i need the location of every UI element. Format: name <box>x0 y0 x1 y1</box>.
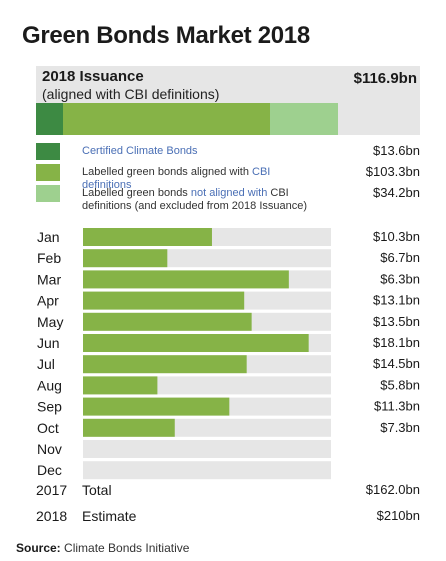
month-label-jul: Jul <box>37 356 55 372</box>
footer-value: $162.0bn <box>365 482 420 497</box>
issuance-stacked-bar <box>36 103 420 135</box>
month-label-dec: Dec <box>37 462 62 478</box>
value-label-aug: $5.8bn <box>380 377 420 392</box>
value-label-oct: $7.3bn <box>380 420 420 435</box>
bar-jul <box>83 355 247 374</box>
issuance-segment-1 <box>36 103 64 135</box>
footer-year: 2018 <box>36 508 68 524</box>
value-label-mar: $6.3bn <box>380 271 420 286</box>
value-label-jun: $18.1bn <box>373 335 420 350</box>
month-label-jan: Jan <box>37 229 60 245</box>
issuance-total: $116.9bn <box>353 70 417 87</box>
bar-mar <box>83 270 289 289</box>
issuance-segment-2 <box>63 103 270 135</box>
bar-apr <box>83 291 245 310</box>
legend-label: Labelled green bonds not aligned with CB… <box>82 187 308 212</box>
legend-value: $103.3bn <box>365 164 420 179</box>
value-label-jul: $14.5bn <box>373 356 420 371</box>
value-label-feb: $6.7bn <box>380 250 420 265</box>
month-label-aug: Aug <box>37 377 62 393</box>
legend-swatch <box>36 164 60 181</box>
bar-may <box>83 312 252 331</box>
issuance-subtitle: (aligned with CBI definitions) <box>42 86 220 102</box>
footer-label: Estimate <box>82 508 137 524</box>
footer-label: Total <box>82 482 112 498</box>
bar-oct <box>83 418 175 437</box>
bar-sep <box>83 397 230 416</box>
bar-jun <box>83 334 309 352</box>
legend-swatch <box>36 143 60 160</box>
month-label-jun: Jun <box>37 335 60 351</box>
legend-value: $34.2bn <box>373 185 420 200</box>
bar-track-dec <box>83 461 331 480</box>
issuance-header-background <box>36 66 420 103</box>
source-text: Climate Bonds Initiative <box>60 541 190 555</box>
value-label-may: $13.5bn <box>373 314 420 329</box>
issuance-title: 2018 Issuance <box>42 68 144 85</box>
footer-year: 2017 <box>36 482 68 498</box>
source-label: Source: <box>16 541 61 555</box>
legend-label: Certified Climate Bonds <box>82 145 198 157</box>
value-label-jan: $10.3bn <box>373 229 420 244</box>
month-label-nov: Nov <box>37 441 62 457</box>
month-label-may: May <box>37 314 63 330</box>
value-label-sep: $11.3bn <box>374 399 420 414</box>
month-label-mar: Mar <box>37 271 61 287</box>
footer-value: $210bn <box>376 508 420 523</box>
bar-jan <box>83 228 212 246</box>
month-label-feb: Feb <box>37 250 61 266</box>
value-label-apr: $13.1bn <box>373 293 420 308</box>
source-note: Source: Climate Bonds Initiative <box>16 541 189 555</box>
bar-feb <box>83 249 168 268</box>
legend-value: $13.6bn <box>373 143 420 158</box>
chart-title: Green Bonds Market 2018 <box>22 22 310 49</box>
legend-swatch <box>36 185 60 202</box>
bar-track-nov <box>83 440 331 458</box>
month-label-oct: Oct <box>37 420 59 436</box>
issuance-segment-3 <box>269 103 339 135</box>
month-label-apr: Apr <box>37 293 59 309</box>
legend-label: Labelled green bonds aligned with CBI de… <box>82 166 271 191</box>
bar-aug <box>83 376 158 395</box>
month-label-sep: Sep <box>37 399 62 415</box>
